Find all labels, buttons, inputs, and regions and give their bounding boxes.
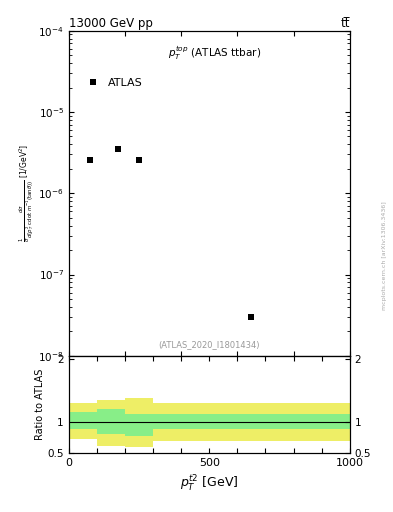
Bar xyxy=(153,414,350,429)
Bar xyxy=(125,398,153,447)
Text: 13000 GeV pp: 13000 GeV pp xyxy=(69,16,152,30)
Bar xyxy=(69,403,97,439)
Text: $p_T^{top}$ (ATLAS ttbar): $p_T^{top}$ (ATLAS ttbar) xyxy=(168,44,262,61)
Text: tt̅: tt̅ xyxy=(340,16,350,30)
Y-axis label: Ratio to ATLAS: Ratio to ATLAS xyxy=(35,369,45,440)
Bar xyxy=(97,400,125,445)
Bar xyxy=(97,409,125,434)
Bar xyxy=(153,403,350,440)
Text: mcplots.cern.ch [arXiv:1306.3436]: mcplots.cern.ch [arXiv:1306.3436] xyxy=(382,202,387,310)
Legend: ATLAS: ATLAS xyxy=(80,75,145,90)
Bar xyxy=(125,414,153,436)
Bar xyxy=(69,412,97,429)
Y-axis label: $\frac{1}{\sigma}\frac{d\sigma}{d(p_T^2\ \mathrm{cdot}\ m^{-1}(\mathrm{tan}\thet: $\frac{1}{\sigma}\frac{d\sigma}{d(p_T^2\… xyxy=(17,144,35,243)
X-axis label: $p_T^{t2}$ [GeV]: $p_T^{t2}$ [GeV] xyxy=(180,474,239,494)
Text: (ATLAS_2020_I1801434): (ATLAS_2020_I1801434) xyxy=(158,340,260,349)
